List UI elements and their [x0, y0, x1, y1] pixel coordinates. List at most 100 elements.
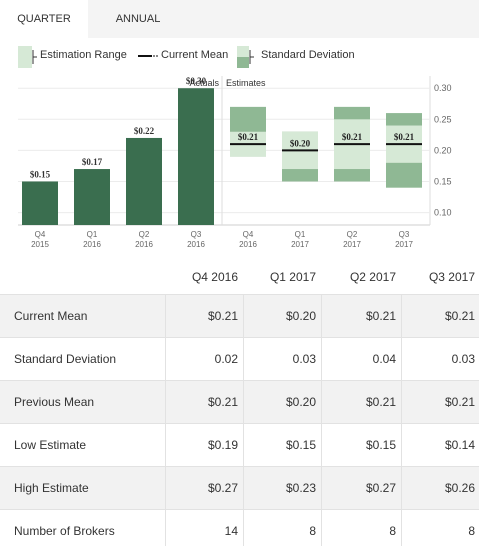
column-divider: [321, 338, 322, 381]
y-tick-label: 0.20: [434, 145, 452, 155]
estimates-label: Estimates: [226, 78, 266, 88]
column-divider: [321, 381, 322, 424]
legend-label-stddev: Standard Deviation: [261, 49, 355, 61]
column-divider: [401, 424, 402, 467]
x-tick-quarter: Q1: [295, 230, 306, 239]
column-divider: [321, 424, 322, 467]
x-tick-year: 2016: [135, 240, 153, 249]
period-tabs: QUARTER ANNUAL: [0, 0, 479, 38]
y-tick-label: 0.25: [434, 114, 452, 124]
table-cell: $0.20: [285, 309, 316, 323]
table-header: Q4 2016 Q1 2017 Q2 2017 Q3 2017: [0, 262, 479, 294]
column-divider: [243, 510, 244, 546]
table-cell: $0.27: [207, 481, 238, 495]
bracket-icon: [249, 50, 254, 64]
row-label: Previous Mean: [14, 395, 95, 409]
table-cell: $0.15: [285, 438, 316, 452]
table-cell: $0.15: [365, 438, 396, 452]
eps-chart: 0.10 0.15 0.20 0.25 0.30 $0.15 Q4 2015 $0.17 Q1 20…: [0, 72, 479, 257]
table-cell: $0.21: [207, 309, 238, 323]
table-row: High Estimate $0.27 $0.23 $0.27 $0.26: [0, 466, 479, 510]
x-tick-year: 2016: [83, 240, 101, 249]
mean-line-icon: [138, 55, 159, 57]
table-cell: $0.21: [365, 395, 396, 409]
y-tick-label: 0.10: [434, 208, 452, 218]
actual-value-label: $0.22: [134, 126, 155, 136]
x-tick-year: 2016: [239, 240, 257, 249]
actual-bar: [126, 137, 162, 225]
actual-bar: [178, 88, 214, 225]
row-label: Current Mean: [14, 309, 88, 323]
table-cell: 0.04: [372, 352, 396, 366]
estimate-value-label: $0.21: [394, 132, 415, 142]
actual-bar: [74, 169, 110, 225]
column-divider: [321, 467, 322, 510]
x-tick-quarter: Q1: [87, 230, 98, 239]
actual-value-label: $0.17: [82, 157, 103, 167]
table-cell: 8: [389, 524, 396, 538]
table-cell: 0.03: [292, 352, 316, 366]
column-divider: [321, 295, 322, 338]
column-divider: [165, 295, 166, 338]
column-divider: [401, 467, 402, 510]
column-divider: [321, 510, 322, 546]
x-tick-year: 2015: [31, 240, 49, 249]
legend-estimation-range: Estimation Range: [18, 46, 138, 70]
table-cell: $0.21: [444, 309, 475, 323]
column-header: Q2 2017: [349, 270, 396, 284]
x-tick-quarter: Q4: [243, 230, 254, 239]
estimate-value-label: $0.21: [238, 132, 259, 142]
tab-quarter[interactable]: QUARTER: [0, 0, 88, 38]
table-row: Standard Deviation 0.02 0.03 0.04 0.03: [0, 337, 479, 381]
estimation-range-swatch: [18, 46, 32, 68]
table-row: Number of Brokers 14 8 8 8: [0, 509, 479, 546]
actuals-label: Actuals: [189, 78, 219, 88]
legend-label-mean: Current Mean: [161, 49, 229, 61]
column-divider: [243, 424, 244, 467]
x-tick-quarter: Q2: [347, 230, 358, 239]
column-divider: [165, 424, 166, 467]
column-divider: [243, 467, 244, 510]
legend-label-range: Estimation Range: [40, 49, 127, 61]
estimate-value-label: $0.20: [290, 138, 311, 148]
row-label: High Estimate: [14, 481, 89, 495]
legend-standard-deviation: Standard Deviation: [237, 46, 387, 70]
x-tick-year: 2017: [343, 240, 361, 249]
column-header: Q3 2017: [428, 270, 475, 284]
stddev-swatch-dark: [237, 57, 249, 68]
table-cell: 14: [224, 524, 238, 538]
table-body: Current Mean $0.21 $0.20 $0.21 $0.21 Standard…: [0, 294, 479, 546]
table-row: Low Estimate $0.19 $0.15 $0.15 $0.14: [0, 423, 479, 467]
table-row: Current Mean $0.21 $0.20 $0.21 $0.21: [0, 294, 479, 338]
x-tick-year: 2016: [187, 240, 205, 249]
table-cell: $0.21: [444, 395, 475, 409]
table-cell: $0.27: [365, 481, 396, 495]
x-tick-year: 2017: [395, 240, 413, 249]
table-cell: $0.14: [444, 438, 475, 452]
x-tick-quarter: Q3: [191, 230, 202, 239]
table-cell: $0.21: [365, 309, 396, 323]
row-label: Number of Brokers: [14, 524, 115, 538]
x-tick-quarter: Q3: [399, 230, 410, 239]
table-cell: $0.26: [444, 481, 475, 495]
column-divider: [243, 338, 244, 381]
column-header: Q1 2017: [269, 270, 316, 284]
column-divider: [165, 510, 166, 546]
x-tick-quarter: Q4: [35, 230, 46, 239]
x-tick-year: 2017: [291, 240, 309, 249]
x-tick-quarter: Q2: [139, 230, 150, 239]
column-divider: [401, 510, 402, 546]
actual-bar: [22, 181, 58, 225]
estimate-value-label: $0.21: [342, 132, 363, 142]
column-header: Q4 2016: [191, 270, 238, 284]
column-divider: [401, 338, 402, 381]
column-divider: [401, 381, 402, 424]
column-divider: [165, 467, 166, 510]
tab-annual[interactable]: ANNUAL: [115, 13, 161, 25]
eps-chart-svg: 0.100.150.200.250.30$0.15Q42015$0.17Q120…: [18, 76, 452, 249]
legend-current-mean: Current Mean: [138, 46, 248, 70]
y-tick-label: 0.30: [434, 83, 452, 93]
table-cell: 0.02: [214, 352, 238, 366]
actual-value-label: $0.15: [30, 169, 51, 179]
stddev-swatch-light: [237, 46, 249, 57]
